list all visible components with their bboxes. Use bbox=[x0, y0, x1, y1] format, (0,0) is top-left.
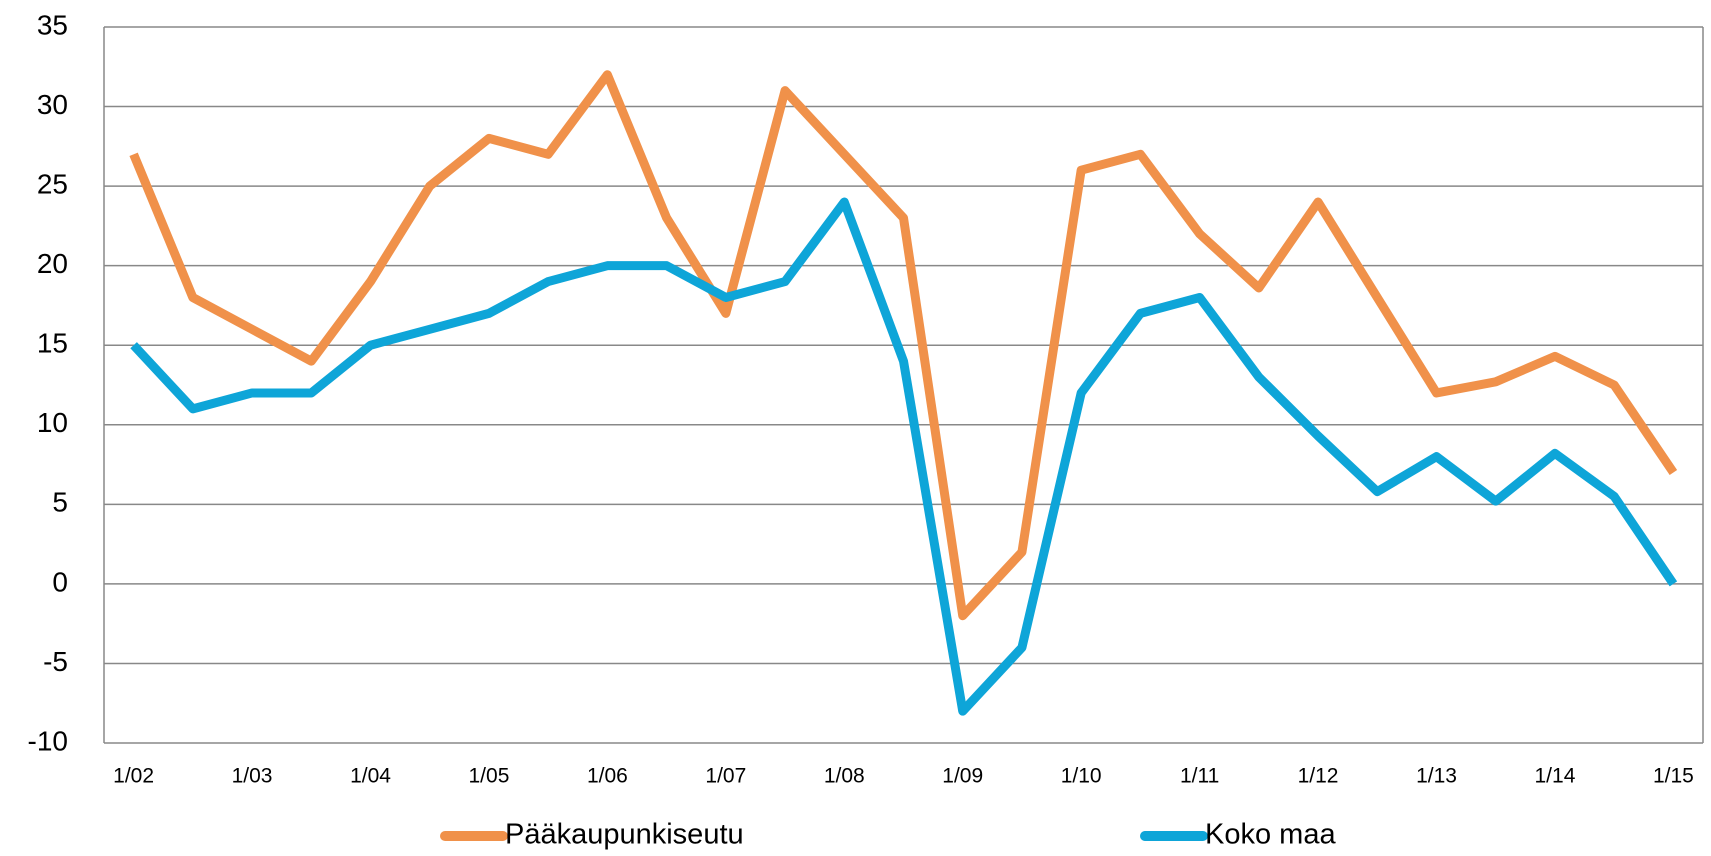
x-tick-label: 1/09 bbox=[942, 765, 983, 788]
x-tick-label: 1/05 bbox=[469, 765, 510, 788]
x-tick-label: 1/13 bbox=[1416, 765, 1457, 788]
y-tick-label: 5 bbox=[52, 487, 68, 518]
series-line bbox=[129, 70, 1678, 621]
legend-label: Koko maa bbox=[1205, 819, 1336, 851]
y-tick-label: 0 bbox=[52, 566, 68, 597]
y-tick-label: 10 bbox=[37, 407, 68, 438]
y-tick-label: 35 bbox=[37, 9, 68, 40]
x-tick-label: 1/12 bbox=[1298, 765, 1339, 788]
x-tick-label: 1/06 bbox=[587, 765, 628, 788]
x-tick-label: 1/11 bbox=[1180, 765, 1219, 788]
x-tick-label: 1/07 bbox=[705, 765, 746, 788]
y-tick-label: 15 bbox=[37, 328, 68, 359]
y-tick-label: -10 bbox=[28, 725, 68, 756]
x-tick-label: 1/08 bbox=[824, 765, 865, 788]
legend-label: Pääkaupunkiseutu bbox=[505, 819, 744, 851]
series-line bbox=[130, 197, 1678, 716]
x-tick-label: 1/14 bbox=[1535, 765, 1576, 788]
y-tick-label: 20 bbox=[37, 248, 68, 279]
x-tick-label: 1/04 bbox=[350, 765, 391, 788]
x-tick-label: 1/03 bbox=[232, 765, 273, 788]
y-tick-label: 25 bbox=[37, 169, 68, 200]
y-tick-label: 30 bbox=[37, 89, 68, 120]
x-tick-label: 1/02 bbox=[113, 765, 154, 788]
x-tick-label: 1/15 bbox=[1653, 765, 1694, 788]
x-tick-label: 1/10 bbox=[1061, 765, 1102, 788]
y-tick-label: -5 bbox=[43, 646, 68, 677]
